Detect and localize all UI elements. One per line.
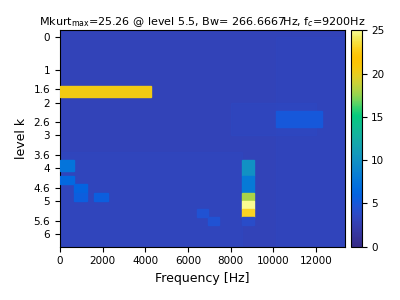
Bar — [74, 193, 87, 201]
Bar — [208, 217, 219, 225]
Y-axis label: level k: level k — [15, 118, 28, 159]
Bar — [242, 193, 254, 201]
Bar — [60, 176, 74, 184]
Bar — [94, 193, 108, 201]
Bar — [231, 103, 316, 135]
Bar — [242, 201, 254, 209]
Bar — [74, 184, 87, 193]
Bar — [242, 160, 254, 176]
Bar — [276, 111, 322, 127]
Bar — [242, 176, 254, 193]
Bar — [60, 86, 151, 97]
Bar — [60, 160, 74, 171]
Bar — [276, 37, 345, 247]
X-axis label: Frequency [Hz]: Frequency [Hz] — [155, 272, 250, 285]
Bar — [196, 209, 208, 217]
Bar — [60, 152, 242, 253]
Bar — [242, 217, 254, 225]
Bar — [242, 209, 254, 217]
Title: Mkurt$_{\mathrm{max}}$=25.26 @ level 5.5, Bw= 266.6667Hz, f$_c$=9200Hz: Mkurt$_{\mathrm{max}}$=25.26 @ level 5.5… — [39, 15, 366, 29]
